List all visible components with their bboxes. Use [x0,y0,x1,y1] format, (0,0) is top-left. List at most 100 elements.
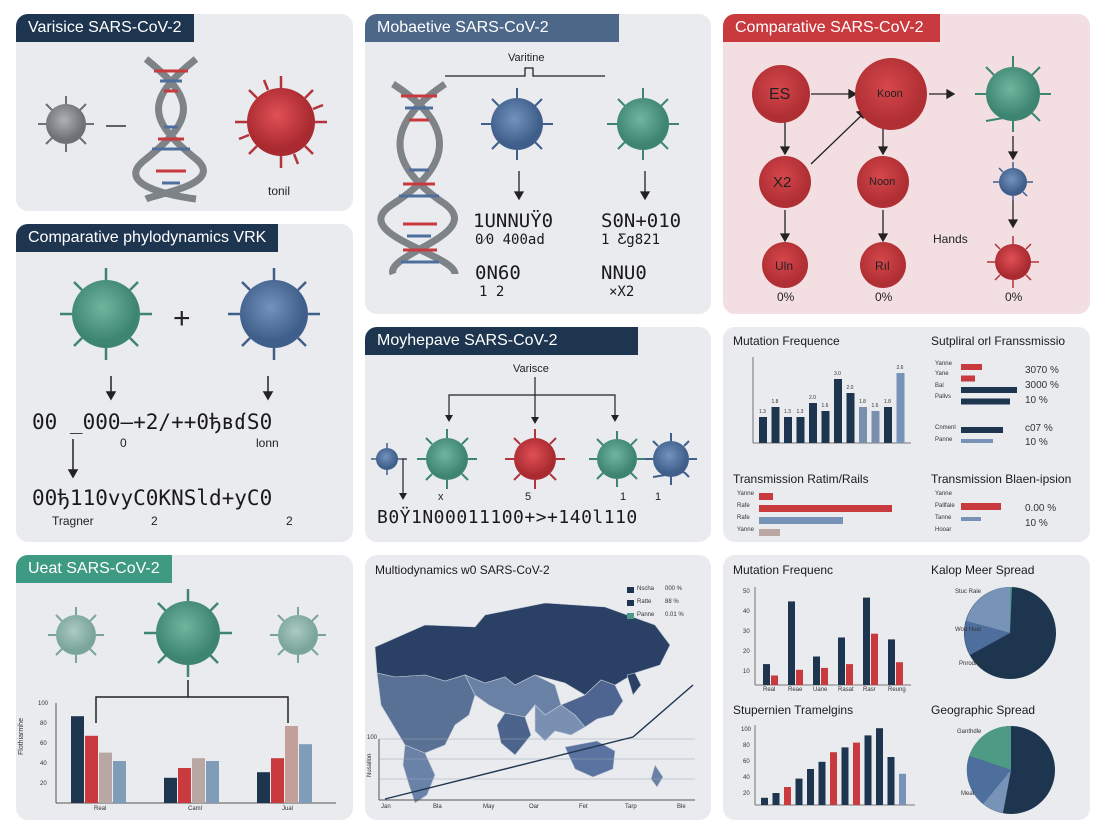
pct-label: 3070 % [1025,365,1059,376]
bar [164,777,177,803]
panel-title: Moyhepave SARS-CoV-2 [365,327,638,355]
chart-title: Mutation Frequence [733,334,840,348]
grouped-bars [71,716,312,803]
chart-title: Mutation Frequenc [733,563,834,577]
bar-label: Tanne [935,515,952,521]
bar [846,664,853,685]
blue-virus-icon [645,433,697,485]
bar-label: Pallfale [935,503,955,509]
panel-title: Varisice SARS-CoV-2 [16,14,194,42]
x-tick: Jan [381,804,391,810]
bar [788,601,795,685]
bar [813,656,820,685]
bar [85,735,98,803]
x-tick: Ble [677,804,686,810]
red-virus-icon [505,429,565,489]
bar [178,768,191,803]
y-tick: 20 [743,791,750,797]
node-label: X2 [773,174,792,191]
bar [841,747,849,805]
x-tick: Reae [788,687,803,693]
bar [961,517,981,521]
y-tick: 100 [38,701,49,707]
sequence-c2b: 1 Ƹg821 [601,232,661,248]
bar [759,517,843,524]
ratio-hbars [759,493,892,536]
network-node [762,242,808,288]
small-blue-virus-icon [371,443,403,475]
x-tick: Rasr [863,687,876,693]
pie-slice [966,587,1010,633]
bar [853,742,860,805]
bar [759,505,892,512]
bar-label: Yanne [737,491,754,497]
bar [899,773,906,805]
pie-label: Stuc Rale [955,589,982,595]
world-map [374,587,695,804]
sequence-c1a: 1UNNUŸ0 [473,210,554,232]
mutation-bars [763,597,903,685]
bar-value: 1.3 [759,409,766,415]
bar-label: Rafe [737,503,750,509]
sequence-row-2-n2: 2 [286,514,293,528]
bar-label: Bal [935,383,944,389]
x-tick: Rasat [838,687,854,693]
sequence-row-1: 00 _000—+2/++0ђвɗS0 [32,410,273,434]
bar-label: Cnmenl [935,425,956,431]
y-tick: 40 [743,775,750,781]
bar-value: 3.0 [834,371,841,377]
bar-label: Hooar [935,527,952,533]
supernien-bars [761,728,906,805]
x-tick: Tarp [625,804,637,810]
bar [771,675,778,685]
sequence-illustration [377,67,679,276]
sequence-c4b: ×X2 [609,284,635,300]
y-tick: 80 [40,721,47,727]
bar [876,728,883,805]
panel-title: Ueat SARS-CoV-2 [16,555,172,583]
bar [796,669,803,685]
node-label: ES [769,86,791,103]
bar-label: Yanne [935,361,952,367]
pie-label: Pnrodhe [959,661,982,667]
panel-spread: Mutation Frequenc Kalop Meer Spread Stup… [723,555,1090,820]
bar-value: 1.3 [797,409,804,415]
legend-swatches [627,587,634,619]
bar-label: Yanne [935,491,952,497]
trend-line [384,684,694,800]
chart-title: Geographic Spread [931,703,1036,717]
gray-virus-icon [38,96,94,152]
bar [784,417,792,443]
panel-title: Comparative SARS-CoV-2 [723,14,940,42]
mutation-bars: 1.3 1.8 1.3 1.3 2.0 1.6 3.0 2.0 1.8 1.6 1.8 2.6 [759,365,905,443]
bar [961,375,975,382]
sequence-line: B0Ÿ1N00011100+>+140l110 [377,507,638,528]
bar-label: Panne [935,437,953,443]
x-tick: Caml [188,806,203,812]
green-virus-icon [975,56,1051,132]
legend-pct: 000 % [665,586,683,592]
pct-label: 10 % [1025,518,1048,529]
bar [838,637,845,685]
bar [759,529,780,536]
pct-label: 10 % [1025,395,1048,406]
chart-title: Transmission Blaen-ipsion [931,472,1072,486]
percent-label: 0% [875,290,893,304]
y-tick: 50 [743,589,750,595]
panel-title: Mobaetive SARS-CoV-2 [365,14,619,42]
bar [884,407,892,443]
pct-label: 0.00 % [1025,503,1057,514]
network-node [860,242,906,288]
bar [285,726,298,803]
green-virus-icon [144,589,232,677]
bar [818,761,826,805]
red-virus-icon [235,76,327,168]
blue-virus-icon [481,88,553,160]
bar [796,417,805,443]
bar-value: 1.8 [772,399,779,405]
small-red-virus-icon [987,236,1039,288]
y-tick: 60 [743,759,750,765]
bar [299,744,312,803]
bar [763,664,770,685]
chart-title: Stupernien Tramelgins [733,703,854,717]
